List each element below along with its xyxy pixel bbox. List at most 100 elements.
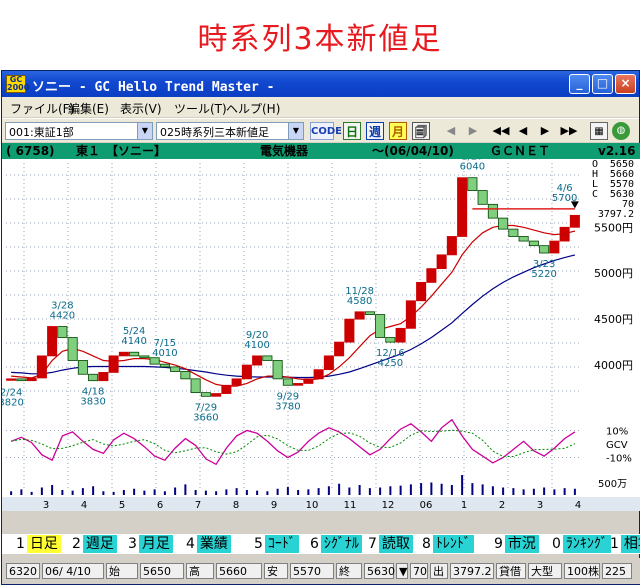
tab-2[interactable]: 2 週足 (70, 534, 117, 554)
oscillator-line (10, 418, 576, 466)
ohlc-key: C (592, 189, 598, 200)
step-forward-icon[interactable]: ▶ (540, 124, 550, 137)
month-label: 7 (195, 500, 201, 511)
volume-bar-18 (194, 490, 197, 495)
stock-code: ( 6758) (6, 144, 55, 158)
annotation-price: 4420 (50, 310, 75, 321)
volume-bar-0 (10, 491, 13, 495)
prev-arrow-icon[interactable]: ◀ (446, 124, 456, 137)
candle-23 (241, 364, 252, 380)
month-label: 2 (499, 500, 505, 511)
globe-icon[interactable]: ◍ (612, 122, 630, 140)
candle-19 (200, 392, 211, 397)
tools-icon[interactable]: ▦ (590, 122, 608, 140)
market-select[interactable]: 001:東証1部 ▼ (5, 122, 153, 140)
tab-1[interactable]: 1 日足 (14, 534, 61, 554)
daily-button[interactable]: 日 (343, 122, 361, 140)
tab-9[interactable]: 9 市況 (492, 534, 539, 554)
step-back-icon[interactable]: ◀ (518, 124, 528, 137)
candle-25 (262, 355, 273, 361)
volume-bar-54 (563, 488, 566, 495)
month-axis-band (2, 497, 640, 511)
volume-bar-26 (276, 488, 279, 495)
month-label: 11 (344, 500, 357, 511)
menu-view[interactable]: 表示(V) (120, 102, 162, 116)
annotation-date: 9/29 (277, 391, 299, 402)
menu-tools[interactable]: ツール(T) (174, 102, 227, 116)
chart-type-select[interactable]: 025時系列三本新値足 ▼ (156, 122, 304, 140)
fast-forward-icon[interactable]: ▶▶ (560, 124, 578, 137)
chevron-down-icon[interactable]: ▼ (288, 123, 303, 139)
status-field: 大型 (528, 563, 562, 579)
tab-7[interactable]: 7 読取 (366, 534, 413, 554)
status-field: 6320 (6, 563, 40, 579)
volume-bar-48 (502, 487, 505, 495)
stock-market: 東１ (76, 144, 101, 158)
candle-9 (98, 372, 109, 382)
minimize-button[interactable]: _ (569, 74, 590, 94)
title-bar[interactable]: GC 2000 ソニー - GC Hello Trend Master - _ … (2, 71, 639, 97)
tab-3[interactable]: 3 月足 (126, 534, 173, 554)
candle-8 (88, 373, 99, 382)
chart-type-select-value: 025時系列三本新値足 (160, 126, 269, 139)
tab-number: 7 (368, 536, 377, 552)
tab-label: 読取 (378, 535, 413, 553)
status-field: 安 (264, 563, 288, 579)
candle-40 (416, 282, 427, 302)
app-version: v2.16 (598, 144, 636, 158)
tab-8[interactable]: 8 ﾄﾚﾝﾄﾞ (420, 534, 474, 554)
volume-bar-4 (51, 485, 54, 495)
month-label: 4 (81, 500, 87, 511)
menu-help[interactable]: ヘルプ(H) (226, 102, 281, 116)
ohlc-value: 70 (622, 199, 634, 210)
month-label: 6 (157, 500, 163, 511)
candle-51 (528, 240, 539, 247)
annotation-price: 3830 (80, 397, 105, 408)
volume-bar-47 (491, 486, 494, 495)
volume-bar-31 (327, 486, 330, 495)
tab-label: ｼｸﾞﾅﾙ (320, 535, 362, 553)
candle-31 (323, 355, 334, 371)
tab-label: 週足 (82, 535, 117, 553)
close-button[interactable]: × (615, 74, 636, 94)
code-button[interactable]: CODE (310, 122, 342, 140)
status-field: 5570 (290, 563, 334, 579)
status-field: 70 (410, 563, 428, 579)
candle-5 (57, 326, 68, 338)
month-label: 1 (461, 500, 467, 511)
annotation-date: 3/28 (51, 300, 73, 311)
candle-43 (446, 236, 457, 256)
candle-16 (170, 366, 181, 372)
volume-bar-37 (389, 486, 392, 495)
candle-42 (436, 254, 447, 270)
tab-label: 業績 (196, 535, 231, 553)
chart-area[interactable]: ( 6758) 東１ 【ソニー】 電気機器 ～(06/04/10) ＧＣＮＥＴ … (2, 143, 640, 511)
month-label: 06 (420, 500, 433, 511)
monthly-button[interactable]: 月 (389, 122, 407, 140)
tab-10[interactable]: 0 ﾗﾝｷﾝｸﾞ (550, 534, 611, 554)
tab-5[interactable]: 5 ｺｰﾄﾞ (252, 534, 299, 554)
tab-11[interactable]: 1相場 (608, 534, 640, 554)
weekly-button[interactable]: 週 (366, 122, 384, 140)
price-tick-label: 4500円 (594, 313, 633, 326)
status-field: 5660 (216, 563, 262, 579)
candle-47 (487, 203, 498, 219)
volume-bar-22 (235, 488, 238, 495)
annotation-price: 4250 (378, 358, 403, 369)
volume-bar-39 (409, 484, 412, 495)
tab-4[interactable]: 4 業績 (184, 534, 231, 554)
volume-bar-46 (481, 484, 484, 495)
menu-file[interactable]: ファイル(F) (10, 102, 75, 116)
menu-edit[interactable]: 編集(E) (68, 102, 109, 116)
annotation-date: 5/24 (123, 326, 145, 337)
maximize-button[interactable]: □ (592, 74, 613, 94)
annotation-price: 4140 (121, 336, 146, 347)
tab-label: 相場 (620, 535, 640, 553)
print-icon[interactable]: 🗐 (412, 122, 430, 140)
month-label: 9 (271, 500, 277, 511)
fast-back-icon[interactable]: ◀◀ (492, 124, 510, 137)
chevron-down-icon[interactable]: ▼ (137, 123, 152, 139)
next-arrow-icon[interactable]: ▶ (468, 124, 478, 137)
tab-6[interactable]: 6 ｼｸﾞﾅﾙ (308, 534, 362, 554)
